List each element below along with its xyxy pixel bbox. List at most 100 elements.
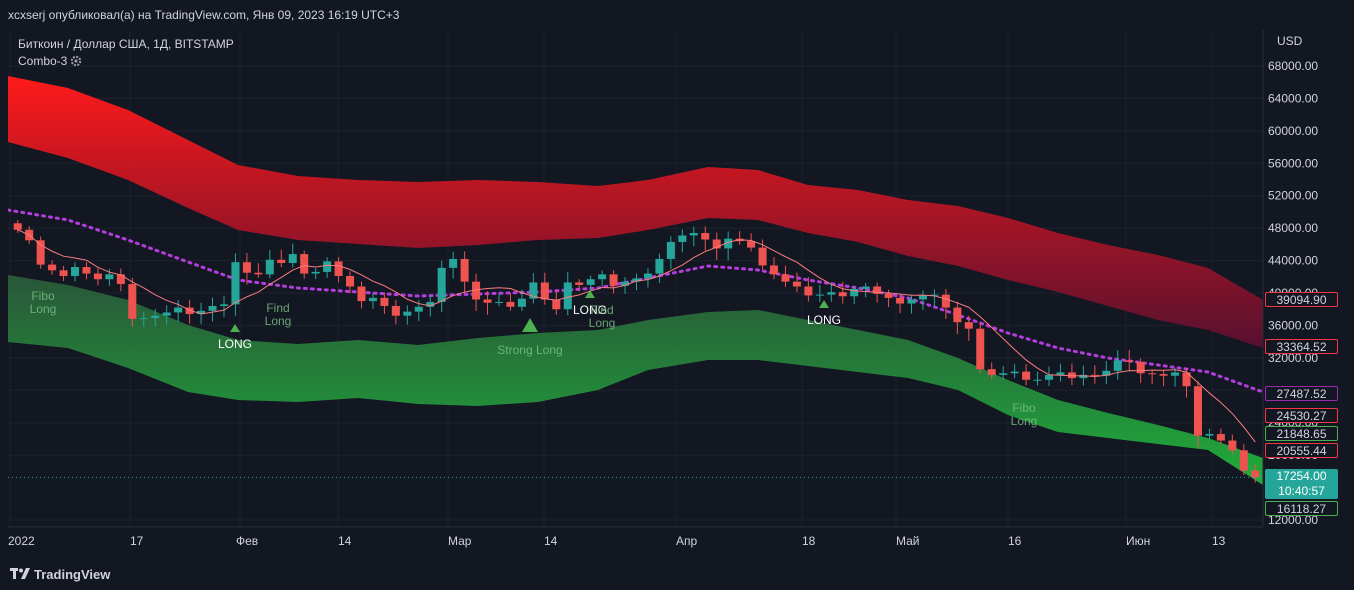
candle: [815, 284, 824, 302]
candle: [231, 253, 240, 316]
candle-body: [552, 299, 561, 310]
candle-body: [724, 238, 733, 249]
candle-body: [139, 318, 148, 320]
candle-body: [472, 281, 481, 300]
band-label: Find Long: [589, 303, 616, 330]
current-price: 17254.00: [1276, 469, 1327, 483]
candle: [219, 295, 228, 317]
candle-body: [1125, 360, 1134, 362]
candle-body: [59, 270, 68, 276]
candles: [13, 220, 1260, 483]
band-label: Strong Long: [497, 343, 562, 357]
candle: [1159, 370, 1168, 387]
candle-body: [1216, 434, 1225, 441]
candle-body: [1010, 371, 1019, 374]
long-signal-icon: [819, 300, 829, 308]
candle: [311, 268, 320, 280]
candle-body: [414, 306, 423, 312]
price-axis-tick: 48000.00: [1268, 221, 1318, 235]
candle: [254, 263, 263, 278]
candle: [701, 226, 710, 251]
candle-body: [288, 254, 297, 264]
candle: [918, 290, 927, 310]
candle: [1205, 428, 1214, 440]
candle: [1045, 366, 1054, 386]
candle-body: [1056, 372, 1065, 375]
candle-body: [1228, 440, 1237, 451]
candle-body: [896, 297, 905, 304]
time-axis-label: Май: [896, 534, 920, 548]
top-bar: xcxserj опубликовал(а) на TradingView.co…: [0, 0, 1354, 30]
candle: [896, 293, 905, 314]
tradingview-logo[interactable]: TradingView: [10, 566, 110, 582]
candle: [941, 288, 950, 319]
candle: [506, 293, 515, 311]
candle-body: [128, 284, 137, 319]
candle-body: [976, 328, 985, 370]
price-axis-tick: 32000.00: [1268, 351, 1318, 365]
candle-body: [1205, 434, 1214, 436]
gear-icon[interactable]: [70, 55, 82, 67]
candle-body: [323, 261, 332, 272]
candle-body: [769, 265, 779, 275]
candle-body: [1171, 372, 1180, 376]
candle-body: [208, 305, 217, 311]
candle: [884, 289, 893, 308]
candle-body: [838, 292, 847, 297]
candle-body: [643, 273, 652, 279]
candle-body: [185, 307, 194, 315]
band-label: Fibo Long: [30, 289, 57, 316]
price-axis-tick: 64000.00: [1268, 91, 1318, 105]
candle-body: [36, 240, 45, 265]
candle: [769, 256, 779, 280]
candle: [208, 297, 217, 322]
candle: [540, 272, 549, 305]
candle: [380, 292, 389, 315]
candle-body: [311, 271, 320, 274]
candle: [976, 322, 985, 373]
time-axis-label: Мар: [448, 534, 472, 548]
price-tag: 39094.90: [1265, 292, 1338, 307]
candle: [1251, 464, 1260, 483]
indicator-name[interactable]: Combo-3: [18, 54, 68, 68]
candle-body: [792, 281, 801, 287]
price-tag: 20555.44: [1265, 443, 1338, 458]
candle-body: [632, 278, 641, 282]
long-signal-icon: [585, 290, 595, 298]
candle-body: [815, 294, 824, 296]
candle: [1125, 349, 1134, 372]
candle: [632, 273, 641, 291]
candle: [792, 272, 801, 293]
price-axis-tick: 12000.00: [1268, 513, 1318, 527]
candle: [598, 270, 607, 287]
price-tag: 21848.65: [1265, 426, 1338, 441]
candle-body: [930, 294, 939, 296]
price-axis-tick: 56000.00: [1268, 156, 1318, 170]
candle: [609, 270, 618, 294]
candle-body: [219, 304, 228, 306]
time-axis-label: Июн: [1126, 534, 1150, 548]
candle-body: [540, 282, 549, 300]
bar-countdown: 10:40:57: [1278, 484, 1325, 498]
candle-body: [380, 297, 389, 306]
candle: [368, 292, 377, 309]
candle-body: [563, 282, 572, 310]
candle: [712, 232, 721, 261]
long-signal-icon: [230, 324, 240, 332]
candle-body: [941, 294, 950, 308]
chart-pane[interactable]: 68000.00 64000.00 60000.00 56000.00 52000.00…: [8, 30, 1348, 558]
candle: [1171, 368, 1180, 387]
band-label: Find Long: [265, 301, 292, 328]
candle: [678, 229, 687, 253]
price-tag: 27487.52: [1265, 386, 1338, 401]
candle-body: [93, 273, 102, 280]
candle-body: [48, 264, 57, 271]
candle-body: [300, 254, 309, 274]
tradingview-logo-icon: [10, 568, 30, 579]
candle: [151, 308, 160, 327]
candle-body: [575, 282, 584, 285]
time-axis-label: Апр: [676, 534, 698, 548]
indicator-legend: Combo-3: [18, 53, 234, 70]
chart-canvas[interactable]: 68000.00 64000.00 60000.00 56000.00 52000.00…: [8, 30, 1348, 558]
long-signal-label: LONG: [807, 313, 841, 327]
